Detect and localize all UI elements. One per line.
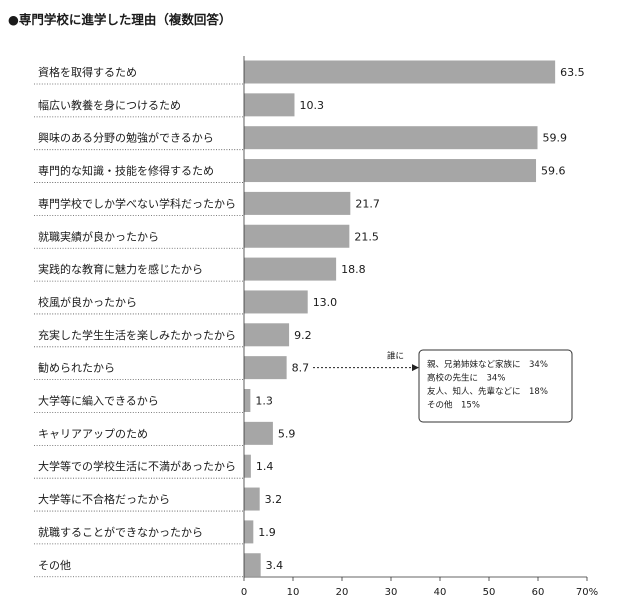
value-label: 18.8 [341,263,366,276]
category-label: 就職実績が良かったから [38,229,159,243]
value-label: 8.7 [292,362,310,375]
value-label: 10.3 [299,99,324,112]
bar [244,356,287,380]
callout-arrow-label: 誰に [387,351,404,362]
callout-box [418,349,573,423]
value-label: 3.4 [266,559,284,572]
category-label: 大学等に編入できるから [38,394,159,408]
value-label: 5.9 [278,427,296,440]
bar [244,389,251,412]
callout-line: その他 15% [427,400,480,411]
x-tick-label: 50 [483,587,496,598]
category-label: その他 [38,559,71,572]
value-label: 1.4 [256,460,273,473]
category-label: 資格を取得するため [38,65,137,79]
bar [244,126,538,150]
category-label: 専門的な知識・技能を修得するため [38,164,214,178]
bar [244,454,251,478]
x-tick-label: 40 [434,587,447,598]
callout-line: 高校の先生に 34% [427,373,505,384]
x-tick-label: 30 [385,587,398,598]
value-label: 1.3 [255,395,273,408]
bar [244,520,254,544]
callout: 誰に親、兄弟姉妹など家族に 34% 高校の先生に 34% 友人、知人、先輩などに 1… [313,349,573,423]
category-label: 大学等に不合格だったから [38,492,170,506]
value-label: 13.0 [313,296,338,309]
category-label: キャリアアップのため [38,427,148,440]
category-label: 勧められたから [38,361,115,375]
x-tick-label: 10 [287,587,300,598]
category-label: 興味のある分野の勉強ができるから [38,131,214,145]
bar [244,257,337,281]
value-label: 3.2 [265,493,283,506]
chart-bars: 63.5 10.3 59.9 59.6 21.7 21.5 18.8 13.0 9.2 8.7 1.… [244,60,585,577]
x-tick-label: 70% [576,587,598,598]
bar [244,191,351,215]
bar [244,60,556,84]
bar [244,323,290,347]
chart-rows: 資格を取得するため幅広い教養を身につけるため興味のある分野の勉強ができるから専門… [34,65,244,578]
bar [244,93,295,117]
value-label: 21.7 [355,197,380,210]
bar [244,487,260,511]
callout-line: 友人、知人、先輩などに 18% [427,386,548,397]
value-label: 59.6 [541,165,566,178]
x-tick-label: 0 [241,587,247,598]
value-label: 9.2 [294,329,312,342]
category-label: 就職することができなかったから [38,525,203,539]
x-axis: 0 10 20 30 40 50 60 70% [241,56,598,598]
category-label: 幅広い教養を身につけるため [38,98,181,112]
category-label: 実践的な教育に魅力を感じたから [38,262,203,276]
bar [244,553,261,577]
x-tick-label: 60 [532,587,545,598]
chart-title: ●専門学校に進学した理由（複数回答） [8,12,232,27]
bar [244,224,350,248]
x-tick-label: 20 [336,587,349,598]
bar [244,290,308,314]
bar [244,421,273,445]
callout-line: 親、兄弟姉妹など家族に 34% [427,359,548,370]
value-label: 21.5 [354,230,379,243]
category-label: 専門学校でしか学べない学科だったから [38,196,236,210]
category-label: 校風が良かったから [38,295,137,309]
value-label: 63.5 [560,66,585,79]
bar [244,159,537,183]
value-label: 59.9 [543,132,568,145]
callout-arrow-head [412,364,419,372]
category-label: 充実した学生生活を楽しみたかったから [38,328,236,342]
category-label: 大学等での学校生活に不満があったから [38,459,236,473]
value-label: 1.9 [258,526,276,539]
